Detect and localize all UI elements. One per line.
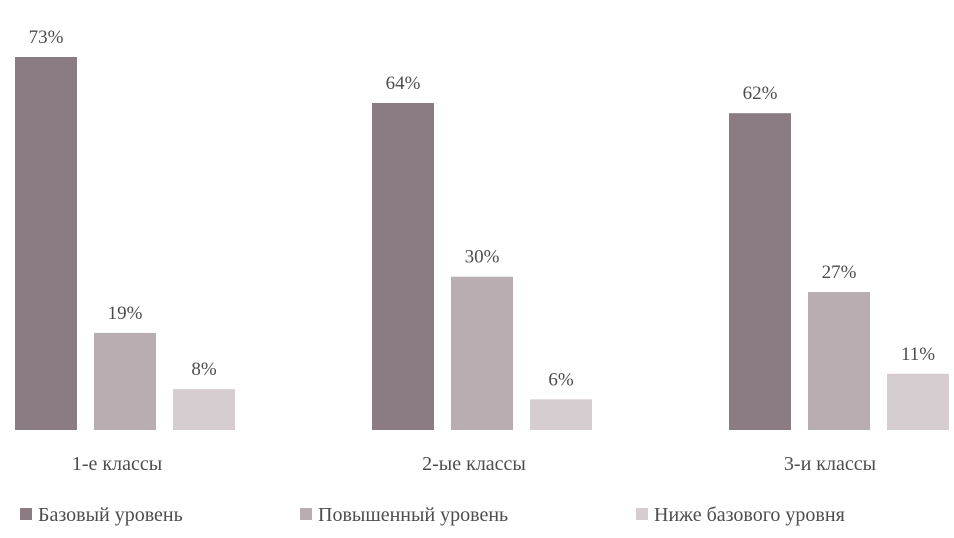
data-label: 73%	[29, 27, 64, 48]
legend-label: Повышенный уровень	[318, 504, 508, 526]
data-label: 30%	[465, 247, 500, 268]
bar	[887, 373, 949, 430]
category-label: 1-е классы	[72, 453, 162, 475]
bar	[15, 57, 77, 430]
legend-item: Ниже базового уровня	[636, 504, 845, 526]
legend-swatch	[300, 508, 312, 520]
bar	[451, 276, 513, 430]
bar	[173, 389, 235, 430]
legend-label: Ниже базового уровня	[654, 504, 845, 526]
legend-label: Базовый уровень	[38, 504, 183, 526]
category-label: 3-и классы	[784, 453, 876, 475]
bar	[808, 292, 870, 430]
data-label: 27%	[822, 262, 857, 283]
legend-item: Повышенный уровень	[300, 504, 508, 526]
legend-item: Базовый уровень	[20, 504, 183, 526]
bar	[729, 113, 791, 431]
data-label: 8%	[191, 359, 217, 380]
data-label: 64%	[386, 73, 421, 94]
category-label: 2-ые классы	[422, 453, 526, 475]
data-label: 19%	[108, 303, 143, 324]
bar	[530, 399, 592, 430]
bar	[372, 102, 434, 430]
bar	[94, 332, 156, 430]
data-label: 11%	[901, 344, 935, 365]
data-label: 6%	[548, 369, 574, 390]
data-label: 62%	[743, 83, 778, 104]
legend-swatch	[636, 508, 648, 520]
legend-swatch	[20, 508, 32, 520]
